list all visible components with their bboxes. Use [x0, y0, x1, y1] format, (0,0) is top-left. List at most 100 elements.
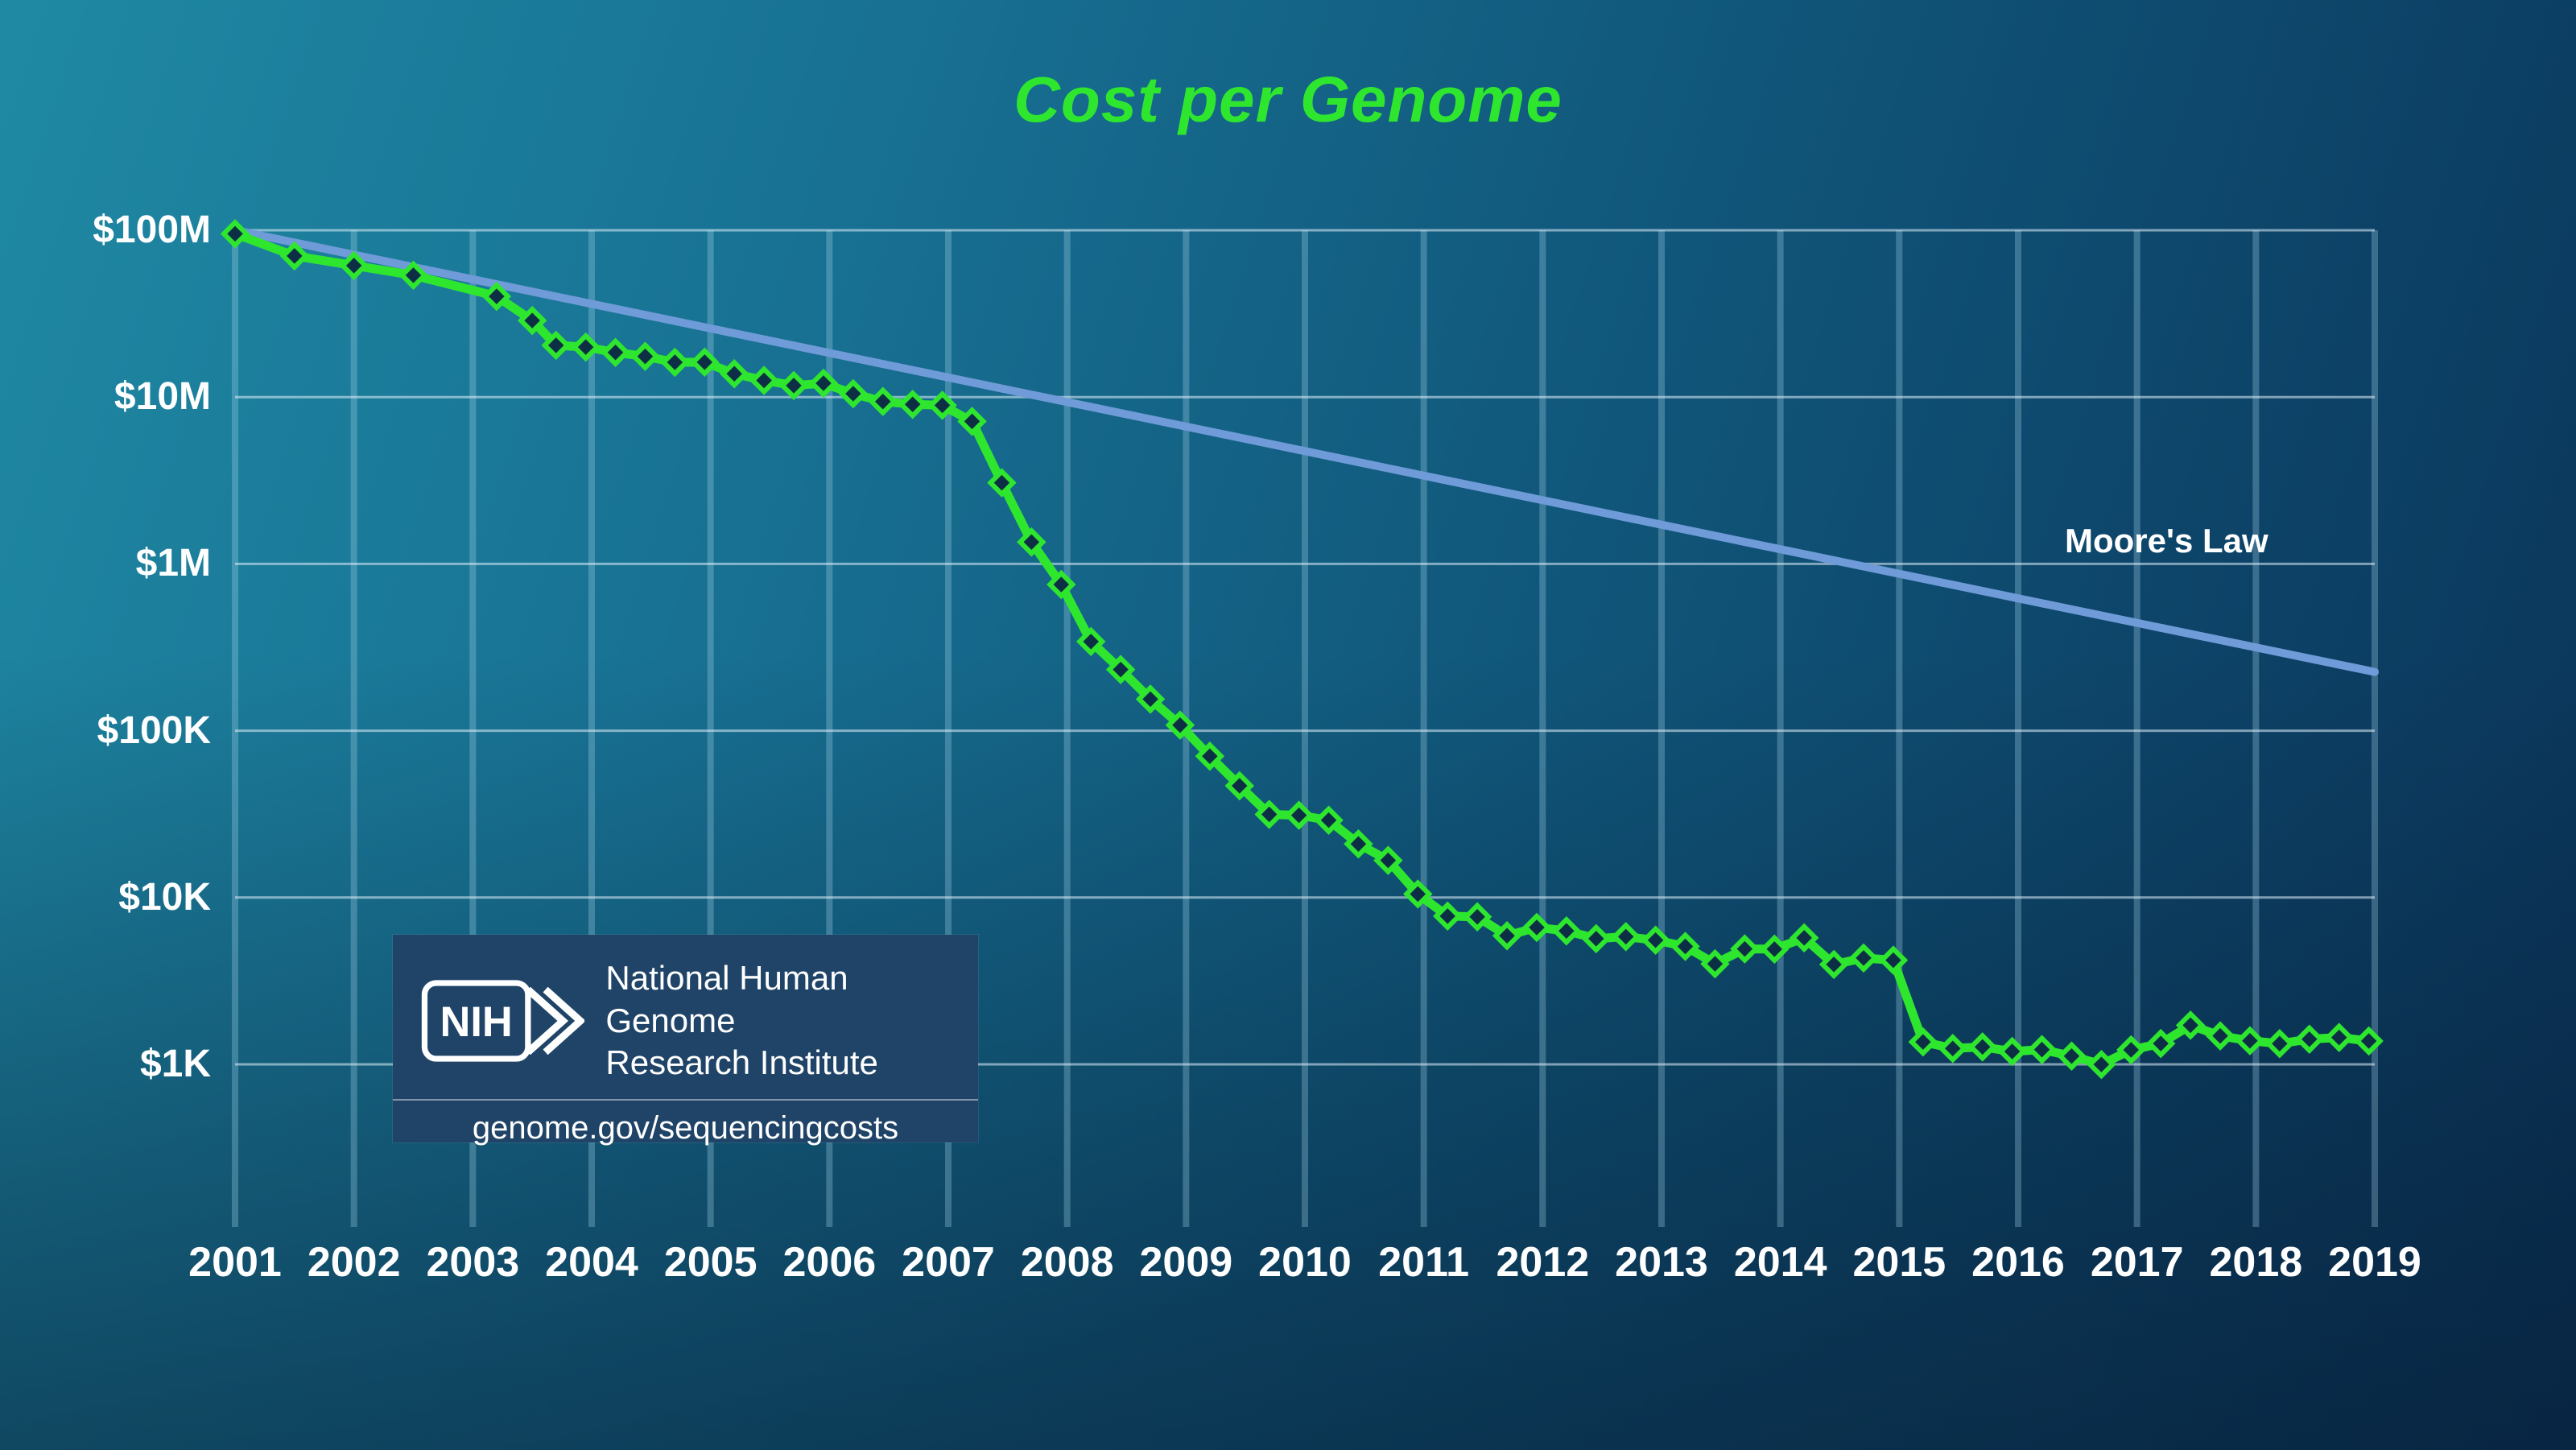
data-point-marker: [1760, 934, 1790, 965]
data-point-marker: [719, 358, 749, 389]
nhgri-logo-box: NIH National Human Genome Research Insti…: [393, 935, 978, 1146]
x-axis-label: 2018: [2209, 1239, 2303, 1286]
data-point-marker: [1432, 901, 1463, 932]
data-point-marker: [1938, 1034, 1968, 1064]
data-point-marker: [957, 407, 987, 436]
data-point-marker: [1165, 710, 1195, 740]
data-point-marker: [2175, 1010, 2206, 1040]
data-point-marker: [868, 386, 898, 416]
data-point-marker: [1046, 569, 1076, 600]
x-axis-label: 2011: [1378, 1239, 1470, 1286]
data-point-marker: [1224, 770, 1255, 801]
data-point-marker: [2145, 1028, 2176, 1059]
y-axis-label: $100M: [93, 209, 211, 251]
moores-law-label: Moore's Law: [2065, 522, 2268, 560]
data-point-marker: [1284, 800, 1314, 830]
x-axis-label: 2008: [1020, 1239, 1114, 1286]
data-point-marker: [2205, 1021, 2235, 1051]
data-point-marker: [778, 370, 809, 401]
data-point-marker: [1075, 626, 1106, 657]
x-axis-label: 2015: [1852, 1239, 1946, 1286]
nih-logo-text: NIH: [440, 999, 512, 1046]
data-point-marker: [2294, 1024, 2325, 1054]
data-point-marker: [2116, 1035, 2146, 1065]
data-point-marker: [1551, 915, 1582, 946]
data-point-marker: [1611, 922, 1641, 952]
data-point-marker: [1521, 912, 1552, 943]
data-point-marker: [1670, 932, 1700, 961]
data-point-marker: [1641, 925, 1670, 956]
y-axis-label: $100K: [97, 708, 211, 752]
data-point-marker: [601, 337, 630, 367]
x-axis-label: 2013: [1615, 1239, 1708, 1286]
data-point-marker: [2235, 1026, 2265, 1055]
data-point-marker: [660, 347, 690, 378]
data-point-marker: [1908, 1027, 1938, 1057]
institute-name-line2: Research Institute: [605, 1043, 878, 1081]
x-axis-label: 2005: [663, 1239, 758, 1286]
moores-law-line: [231, 226, 2379, 676]
x-axis-label: 2012: [1496, 1239, 1590, 1286]
data-point-marker: [1462, 902, 1492, 932]
y-axis-label: $10K: [118, 875, 211, 919]
x-axis-label: 2016: [1971, 1239, 2065, 1286]
y-axis-label: $1K: [139, 1043, 211, 1085]
data-point-marker: [339, 250, 369, 281]
data-point-marker: [2354, 1026, 2384, 1056]
data-point-marker: [1017, 527, 1046, 557]
chevron-right-icon: [525, 986, 569, 1055]
x-axis-label: 2001: [188, 1239, 282, 1286]
data-point-marker: [1997, 1036, 2027, 1067]
genome-url: genome.gov/sequencingcosts: [472, 1109, 899, 1146]
y-axis-label: $1M: [135, 542, 211, 585]
data-point-marker: [2264, 1029, 2295, 1059]
data-point-marker: [1403, 879, 1433, 909]
data-point-marker: [1492, 921, 1522, 951]
data-point-marker: [481, 281, 512, 312]
data-point-marker: [2027, 1035, 2057, 1064]
data-point-marker: [838, 378, 869, 409]
data-point-marker: [927, 390, 957, 420]
data-point-marker: [1105, 655, 1136, 684]
data-point-marker: [1878, 945, 1909, 975]
data-point-marker: [987, 468, 1017, 498]
data-point-marker: [2087, 1049, 2116, 1080]
data-point-marker: [1135, 684, 1166, 714]
data-point-marker: [2324, 1022, 2354, 1052]
data-point-marker: [1254, 799, 1284, 829]
x-axis-label: 2019: [2328, 1239, 2421, 1286]
data-point-marker: [1314, 805, 1344, 835]
institute-name: National Human Genome Research Institute: [605, 957, 951, 1084]
divider: [393, 1098, 978, 1101]
x-axis-label: 2006: [782, 1239, 877, 1286]
data-point-marker: [279, 241, 310, 271]
nih-logo-icon: NIH: [421, 980, 585, 1062]
x-axis-label: 2010: [1258, 1239, 1352, 1286]
x-axis-label: 2004: [545, 1239, 638, 1286]
data-point-marker: [398, 260, 428, 291]
data-point-marker: [517, 305, 547, 336]
chart-title: Cost per Genome: [1013, 64, 1563, 135]
data-point-marker: [541, 330, 571, 361]
data-point-marker: [1195, 742, 1225, 771]
y-axis-label: $10M: [114, 375, 211, 419]
x-axis-label: 2003: [426, 1239, 520, 1286]
data-point-marker: [1848, 943, 1879, 973]
x-axis-label: 2007: [902, 1239, 995, 1286]
data-point-marker: [690, 347, 720, 378]
data-point-marker: [1344, 828, 1373, 859]
data-point-marker: [571, 332, 601, 362]
data-point-marker: [220, 219, 250, 249]
nih-logo-row: NIH National Human Genome Research Insti…: [393, 935, 978, 1099]
nih-logo-frame: [421, 980, 531, 1062]
data-point-marker: [1818, 949, 1849, 980]
data-point-marker: [1373, 845, 1403, 875]
data-point-marker: [1581, 923, 1612, 954]
x-axis-label: 2009: [1139, 1239, 1233, 1286]
data-point-marker: [1789, 923, 1819, 953]
data-point-marker: [898, 389, 927, 419]
data-point-marker: [1700, 948, 1730, 979]
chevron-right-icon: [543, 986, 585, 1055]
